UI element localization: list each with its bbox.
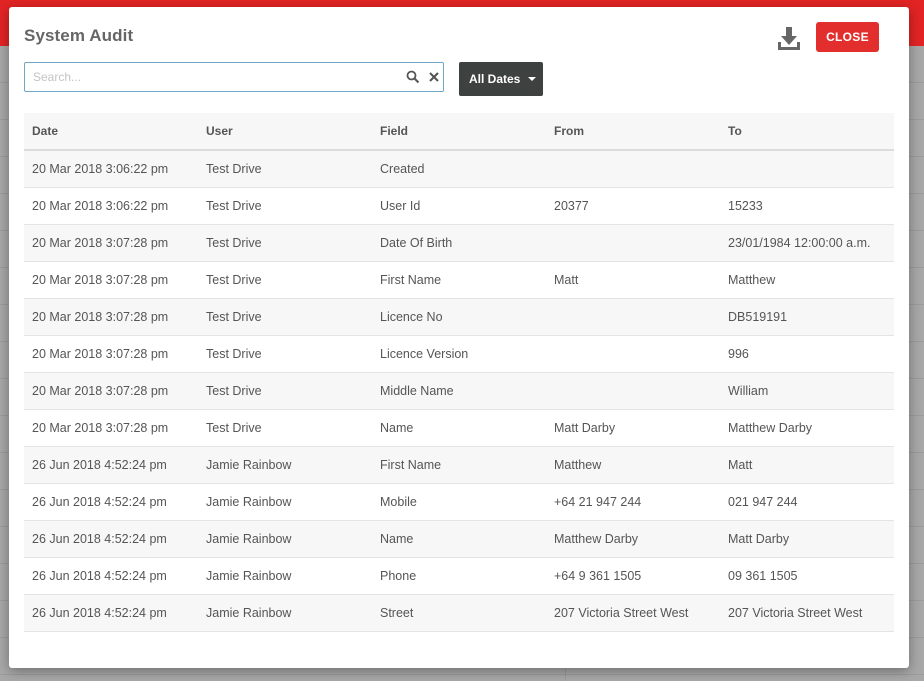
cell-from: Matthew Darby [554,532,639,546]
cell-date: 20 Mar 2018 3:06:22 pm [32,199,169,213]
cell-field: First Name [380,273,442,287]
table-row: 26 Jun 2018 4:52:24 pm Jamie Rainbow Str… [24,595,894,632]
column-header-user[interactable]: User [206,124,233,138]
cell-field: Name [380,421,414,435]
column-header-field[interactable]: Field [380,124,409,138]
cell-from: +64 21 947 244 [554,495,642,509]
cell-field: Phone [380,569,417,583]
cell-user: Test Drive [206,421,262,435]
audit-table: Date User Field From To 20 Mar 2018 3:06… [24,113,894,632]
table-body: 20 Mar 2018 3:06:22 pm Test Drive Create… [24,151,894,632]
cell-user: Test Drive [206,347,262,361]
date-filter-dropdown[interactable]: All Dates [459,62,543,96]
cell-user: Jamie Rainbow [206,532,292,546]
table-row: 26 Jun 2018 4:52:24 pm Jamie Rainbow Nam… [24,521,894,558]
search-input[interactable] [33,63,393,91]
cell-to: Matt Darby [728,532,790,546]
table-row: 20 Mar 2018 3:07:28 pm Test Drive Middle… [24,373,894,410]
cell-from: 20377 [554,199,589,213]
cell-date: 26 Jun 2018 4:52:24 pm [32,569,167,583]
cell-field: Date Of Birth [380,236,453,250]
cell-user: Test Drive [206,162,262,176]
cell-to: 15233 [728,199,763,213]
cell-date: 26 Jun 2018 4:52:24 pm [32,606,167,620]
cell-user: Jamie Rainbow [206,569,292,583]
search-icon[interactable] [406,70,420,84]
cell-user: Jamie Rainbow [206,495,292,509]
table-row: 26 Jun 2018 4:52:24 pm Jamie Rainbow Mob… [24,484,894,521]
table-row: 20 Mar 2018 3:07:28 pm Test Drive Licenc… [24,299,894,336]
cell-to: 09 361 1505 [728,569,798,583]
cell-field: Licence Version [380,347,469,361]
cell-date: 20 Mar 2018 3:06:22 pm [32,162,169,176]
cell-field: Street [380,606,414,620]
table-row: 20 Mar 2018 3:07:28 pm Test Drive Licenc… [24,336,894,373]
download-button[interactable] [775,24,803,54]
cell-to: 021 947 244 [728,495,798,509]
cell-from: Matt Darby [554,421,616,435]
close-button[interactable]: CLOSE [816,22,879,52]
date-filter-label: All Dates [469,72,521,86]
cell-date: 26 Jun 2018 4:52:24 pm [32,532,167,546]
cell-to: Matthew [728,273,776,287]
search-box [24,62,444,92]
cell-date: 26 Jun 2018 4:52:24 pm [32,495,167,509]
cell-date: 20 Mar 2018 3:07:28 pm [32,421,169,435]
cell-user: Test Drive [206,384,262,398]
cell-from: Matthew [554,458,602,472]
dialog-title: System Audit [24,26,134,45]
cell-field: Middle Name [380,384,454,398]
close-icon[interactable] [427,70,441,84]
cell-to: 23/01/1984 12:00:00 a.m. [728,236,871,250]
table-row: 26 Jun 2018 4:52:24 pm Jamie Rainbow Fir… [24,447,894,484]
cell-user: Test Drive [206,236,262,250]
cell-from: +64 9 361 1505 [554,569,642,583]
cell-user: Test Drive [206,310,262,324]
cell-field: Name [380,532,414,546]
column-header-to[interactable]: To [728,124,742,138]
cell-to: 996 [728,347,749,361]
cell-user: Jamie Rainbow [206,458,292,472]
cell-date: 20 Mar 2018 3:07:28 pm [32,236,169,250]
cell-to: Matthew Darby [728,421,813,435]
cell-from: Matt [554,273,579,287]
cell-field: First Name [380,458,442,472]
table-row: 20 Mar 2018 3:07:28 pm Test Drive Name M… [24,410,894,447]
table-row: 20 Mar 2018 3:07:28 pm Test Drive Date O… [24,225,894,262]
cell-field: Licence No [380,310,443,324]
cell-to: 207 Victoria Street West [728,606,863,620]
cell-user: Test Drive [206,273,262,287]
cell-user: Jamie Rainbow [206,606,292,620]
system-audit-dialog: System Audit CLOSE All Dates Dat [9,7,909,668]
cell-field: Mobile [380,495,417,509]
cell-to: Matt [728,458,753,472]
download-icon [778,27,800,50]
column-header-date[interactable]: Date [32,124,59,138]
table-row: 20 Mar 2018 3:06:22 pm Test Drive Create… [24,151,894,188]
cell-date: 26 Jun 2018 4:52:24 pm [32,458,167,472]
cell-date: 20 Mar 2018 3:07:28 pm [32,273,169,287]
cell-date: 20 Mar 2018 3:07:28 pm [32,347,169,361]
cell-user: Test Drive [206,199,262,213]
cell-date: 20 Mar 2018 3:07:28 pm [32,310,169,324]
cell-from: 207 Victoria Street West [554,606,689,620]
cell-field: Created [380,162,425,176]
table-row: 20 Mar 2018 3:06:22 pm Test Drive User I… [24,188,894,225]
caret-down-icon [528,77,536,81]
table-header: Date User Field From To [24,113,894,151]
cell-to: William [728,384,769,398]
cell-field: User Id [380,199,421,213]
table-row: 20 Mar 2018 3:07:28 pm Test Drive First … [24,262,894,299]
cell-to: DB519191 [728,310,788,324]
cell-date: 20 Mar 2018 3:07:28 pm [32,384,169,398]
column-header-from[interactable]: From [554,124,584,138]
table-row: 26 Jun 2018 4:52:24 pm Jamie Rainbow Pho… [24,558,894,595]
